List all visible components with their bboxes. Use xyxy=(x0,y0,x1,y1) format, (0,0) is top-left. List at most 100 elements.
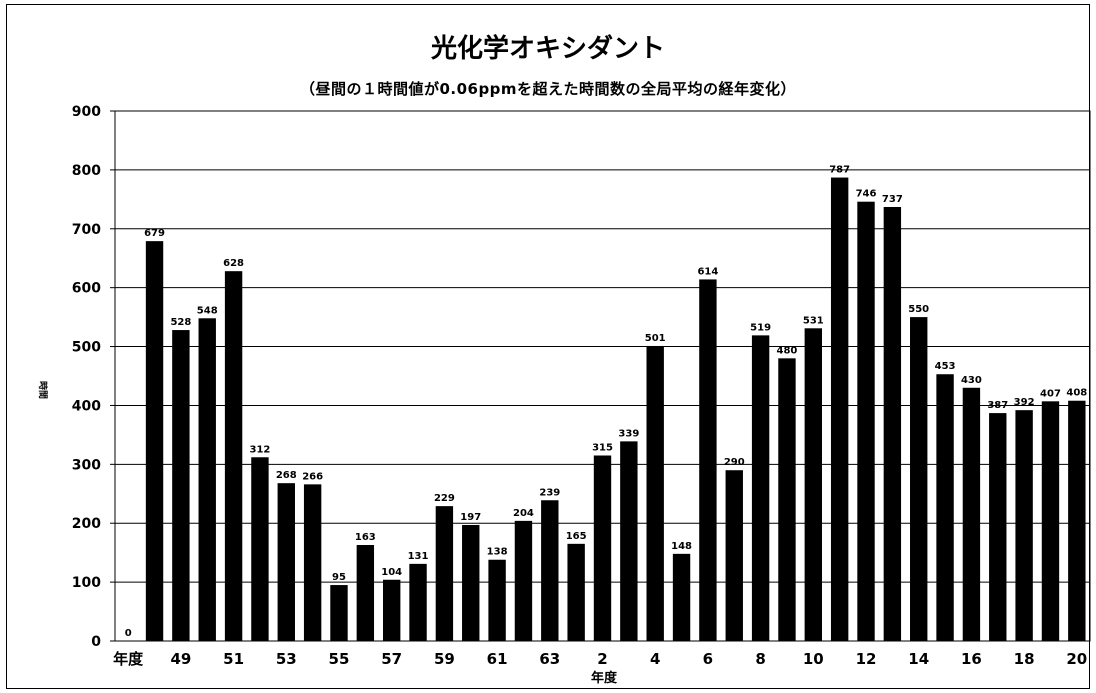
data-label: 163 xyxy=(355,532,376,543)
bar xyxy=(409,563,427,641)
chart-title: 光化学オキシダント xyxy=(430,34,665,64)
data-label: 229 xyxy=(434,493,455,504)
data-label: 430 xyxy=(961,375,982,386)
y-tick-label: 200 xyxy=(72,516,101,532)
data-label: 290 xyxy=(724,457,745,468)
bar xyxy=(804,328,823,641)
bar xyxy=(462,524,480,641)
x-tick-label: 53 xyxy=(276,650,297,668)
data-label: 528 xyxy=(170,317,191,328)
bar xyxy=(962,387,981,641)
bar xyxy=(1015,410,1033,641)
y-tick-label: 500 xyxy=(72,340,101,356)
bar xyxy=(382,579,401,641)
data-label: 339 xyxy=(618,428,639,439)
x-tick-label: 51 xyxy=(223,650,244,668)
bar xyxy=(751,335,770,641)
data-label: 165 xyxy=(566,531,587,542)
y-tick-label: 900 xyxy=(72,104,101,120)
data-label: 387 xyxy=(987,400,1008,411)
x-tick-label: 2 xyxy=(597,650,607,668)
bar xyxy=(725,470,743,641)
y-tick-label: 600 xyxy=(72,281,101,297)
data-label: 104 xyxy=(381,567,402,578)
bar xyxy=(593,455,612,641)
bar xyxy=(989,413,1007,641)
bar xyxy=(646,345,664,641)
y-tick-label: 0 xyxy=(91,634,101,650)
data-label: 737 xyxy=(882,194,903,205)
data-label: 679 xyxy=(144,228,165,239)
bar xyxy=(172,330,190,641)
x-tick-label: 14 xyxy=(908,650,929,668)
data-label: 239 xyxy=(539,487,560,498)
data-label: 550 xyxy=(908,304,929,315)
bar xyxy=(224,271,243,641)
data-label: 519 xyxy=(750,322,771,333)
data-label: 312 xyxy=(249,444,270,455)
y-tick-label: 100 xyxy=(72,575,101,591)
data-label: 531 xyxy=(803,315,824,326)
data-label: 197 xyxy=(460,512,481,523)
bar xyxy=(910,317,928,641)
x-tick-label: 61 xyxy=(487,650,508,668)
bar xyxy=(514,520,533,641)
data-label: 746 xyxy=(856,189,877,200)
data-label: 131 xyxy=(408,551,429,562)
x-tick-label: 55 xyxy=(329,650,350,668)
x-tick-label: 18 xyxy=(1014,650,1035,668)
bar xyxy=(883,206,902,641)
bar xyxy=(1041,401,1060,641)
bar xyxy=(435,506,454,641)
data-label: 408 xyxy=(1066,388,1087,399)
data-label: 628 xyxy=(223,258,244,269)
bar xyxy=(488,559,506,641)
data-label: 407 xyxy=(1040,388,1061,399)
x-tick-label: 49 xyxy=(170,650,191,668)
data-label: 95 xyxy=(332,572,346,583)
data-label: 266 xyxy=(302,471,323,482)
x-tick-label: 59 xyxy=(434,650,455,668)
data-label: 268 xyxy=(276,470,297,481)
y-tick-label: 400 xyxy=(72,398,101,414)
bar xyxy=(567,543,585,641)
y-tick-label: 700 xyxy=(72,222,101,238)
x-tick-label: 57 xyxy=(381,650,402,668)
x-tick-label: 20 xyxy=(1066,650,1087,668)
x-tick-label: 12 xyxy=(856,650,877,668)
y-tick-label: 300 xyxy=(72,457,101,473)
x-tick-label: 6 xyxy=(703,650,713,668)
y-axis-label: 時間 xyxy=(37,381,49,399)
data-label: 204 xyxy=(513,508,534,519)
x-axis-label: 年度 xyxy=(591,670,618,686)
bar xyxy=(198,318,216,641)
x-tick-label: 年度 xyxy=(113,650,144,668)
data-label: 392 xyxy=(1014,397,1035,408)
x-tick-label: 16 xyxy=(961,650,982,668)
x-tick-label: 4 xyxy=(650,650,660,668)
data-label: 501 xyxy=(645,333,666,344)
plot-area-border xyxy=(114,110,1091,642)
bar xyxy=(936,374,954,641)
data-label: 453 xyxy=(935,361,956,372)
chart-subtitle: （昼間の１時間値が0.06ppmを超えた時間数の全局平均の経年変化） xyxy=(299,80,797,98)
data-label: 548 xyxy=(197,305,218,316)
bar xyxy=(541,500,559,641)
data-label: 315 xyxy=(592,443,613,454)
data-label: 0 xyxy=(125,628,132,639)
bar xyxy=(672,553,691,641)
bar xyxy=(330,585,348,641)
bar xyxy=(277,483,295,641)
bar xyxy=(356,545,375,641)
x-tick-label: 8 xyxy=(755,650,765,668)
bar xyxy=(620,441,638,641)
x-tick-label: 63 xyxy=(539,650,560,668)
y-tick-label: 800 xyxy=(72,163,101,179)
bar xyxy=(1068,400,1086,641)
bar xyxy=(778,358,796,641)
data-label: 138 xyxy=(487,547,508,558)
data-label: 148 xyxy=(671,541,692,552)
data-label: 787 xyxy=(829,165,850,176)
x-tick-label: 10 xyxy=(803,650,824,668)
